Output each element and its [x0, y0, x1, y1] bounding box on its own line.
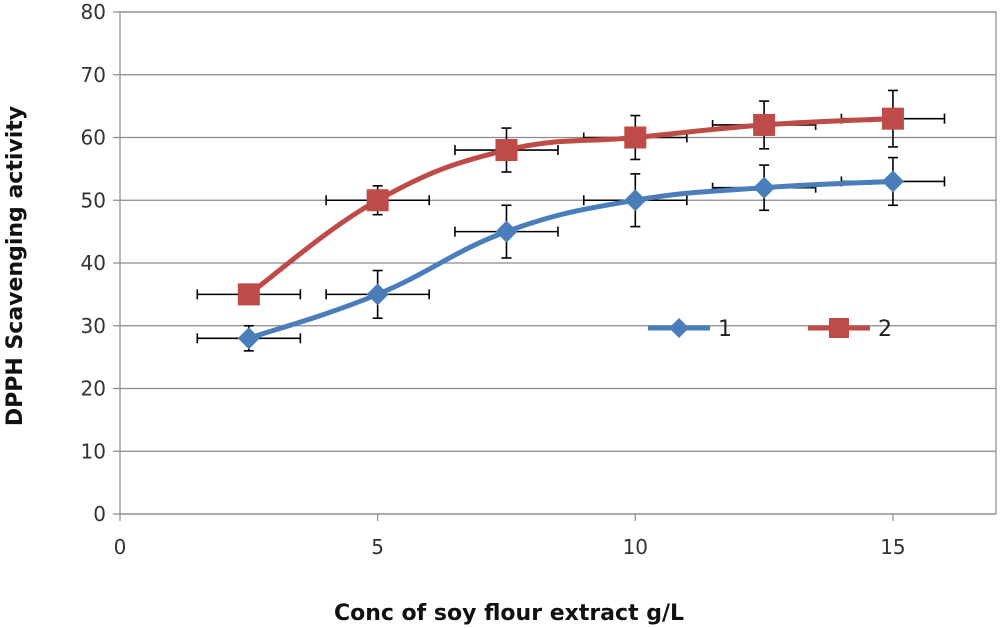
- y-tick-label-30: 30: [81, 314, 106, 338]
- series-markers: [237, 107, 904, 350]
- y-tick-label-50: 50: [81, 188, 106, 212]
- series-1-point-5: [881, 170, 904, 193]
- tick-labels: 0 10 20 30 40 50 60 70 80 0 5 10 15: [81, 0, 906, 559]
- y-tick-label-80: 80: [81, 0, 106, 24]
- series-1-point-4: [753, 176, 776, 199]
- y-tick-label-40: 40: [81, 251, 106, 275]
- series-2-point-2: [495, 139, 518, 162]
- gridlines: [120, 11, 996, 515]
- series-1-point-1: [366, 283, 389, 306]
- series-2-point-5: [881, 107, 904, 130]
- y-tick-label-20: 20: [81, 377, 106, 401]
- x-tick-label-10: 10: [623, 535, 648, 559]
- y-tick-label-70: 70: [81, 63, 106, 87]
- series-2-line: [247, 116, 894, 297]
- x-tick-label-5: 5: [371, 535, 384, 559]
- axes: [113, 11, 997, 521]
- y-tick-label-0: 0: [93, 502, 106, 526]
- series-lines: [247, 116, 894, 341]
- x-axis-title: Conc of soy flour extract g/L: [334, 601, 684, 626]
- series-2-point-4: [753, 113, 776, 136]
- series-1-line: [248, 178, 894, 341]
- y-axis-title: DPPH Scavenging activity: [3, 106, 28, 426]
- y-tick-label-10: 10: [81, 439, 106, 463]
- series-2-point-1: [366, 189, 389, 212]
- y-tick-label-60: 60: [81, 126, 106, 150]
- legend-label-1: 1: [718, 317, 732, 342]
- x-tick-label-15: 15: [880, 535, 905, 559]
- legend-marker-1: [669, 318, 689, 338]
- series-2-point-0: [237, 283, 260, 306]
- series-1-point-2: [495, 220, 518, 243]
- x-tick-label-0: 0: [114, 535, 127, 559]
- error-bars: [196, 89, 946, 352]
- series-1-point-3: [624, 189, 647, 212]
- legend-label-2: 2: [878, 317, 892, 342]
- legend-marker-2: [829, 318, 849, 338]
- series-1-point-0: [237, 327, 260, 350]
- series-2-point-3: [624, 126, 647, 149]
